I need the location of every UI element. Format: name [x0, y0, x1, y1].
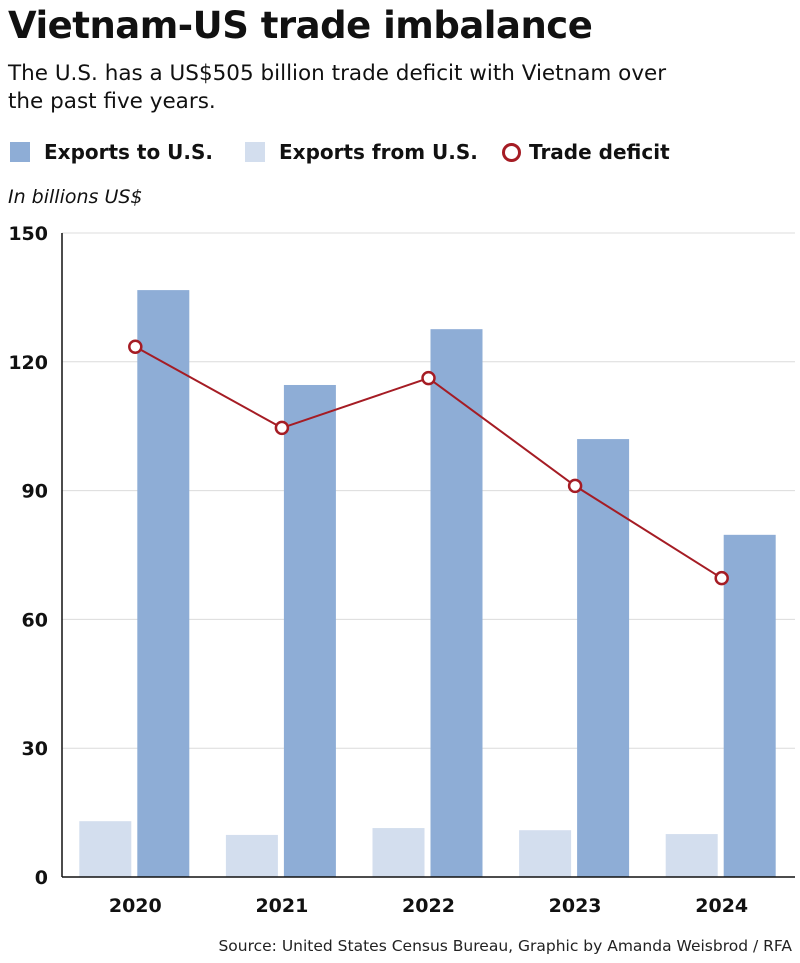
- bar-exports-to-us: [577, 439, 630, 877]
- source-note: Source: United States Census Bureau, Gra…: [218, 937, 792, 955]
- bar-exports-from-us: [519, 830, 572, 877]
- legend-exports-from: Exports from U.S.: [245, 140, 478, 164]
- x-tick-label: 2021: [255, 895, 308, 917]
- y-axis-unit-label: In billions US$: [8, 186, 143, 208]
- x-tick-label: 2023: [549, 895, 602, 917]
- legend-label: Exports to U.S.: [44, 140, 214, 164]
- y-tick-label: 0: [35, 867, 48, 889]
- y-tick-label: 30: [22, 738, 48, 760]
- x-tick-label: 2024: [695, 895, 748, 917]
- legend-label: Exports from U.S.: [279, 140, 478, 164]
- legend-deficit: Trade deficit: [502, 140, 670, 164]
- trade-deficit-point: [421, 370, 436, 386]
- legend-circle-icon: [502, 142, 521, 162]
- legend-swatch-dark-blue: [10, 142, 30, 162]
- legend-exports-to: Exports to U.S.: [10, 140, 213, 164]
- chart-subtitle: The U.S. has a US$505 billion trade defi…: [8, 61, 667, 114]
- trade-deficit-point: [567, 478, 583, 494]
- legend-label: Trade deficit: [529, 140, 670, 164]
- x-tick-label: 2020: [109, 895, 162, 917]
- trade-deficit-point: [128, 339, 143, 355]
- bar-exports-from-us: [79, 821, 132, 877]
- trade-deficit-point: [274, 420, 290, 436]
- y-tick-label: 90: [22, 481, 48, 503]
- y-tick-label: 120: [8, 352, 48, 374]
- chart-title: Vietnam-US trade imbalance: [8, 4, 593, 47]
- x-tick-label: 2022: [402, 895, 455, 917]
- legend-swatch-light-blue: [245, 142, 265, 162]
- bar-exports-to-us: [723, 534, 776, 877]
- y-tick-label: 60: [22, 609, 48, 631]
- bar-exports-from-us: [665, 834, 718, 877]
- bar-exports-from-us: [372, 828, 425, 877]
- trade-deficit-point: [714, 570, 729, 586]
- bar-exports-to-us: [283, 384, 336, 877]
- bar-exports-to-us: [430, 329, 483, 877]
- y-tick-label: 150: [8, 223, 48, 245]
- bar-exports-from-us: [225, 834, 278, 877]
- bar-exports-to-us: [137, 290, 190, 877]
